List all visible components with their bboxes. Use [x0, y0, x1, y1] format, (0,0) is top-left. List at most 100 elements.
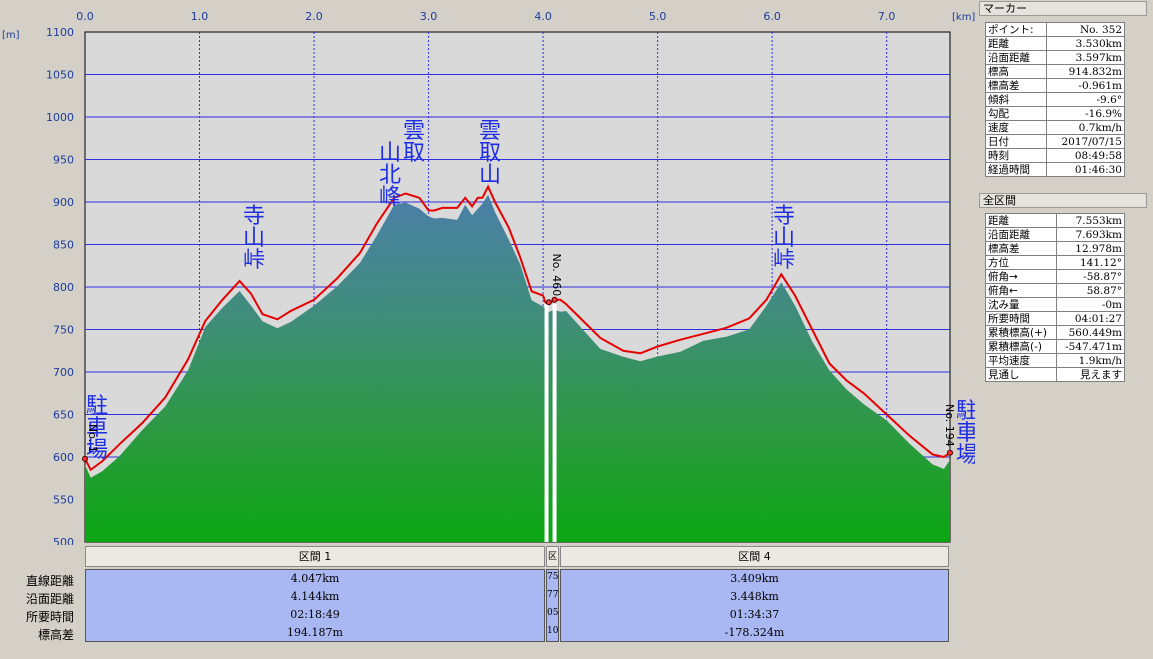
y-tick-label: 800 — [53, 281, 74, 294]
peak-label: 雲取山 — [479, 119, 501, 188]
info-value: 08:49:58 — [1045, 148, 1126, 163]
segment-2-straight-distance: 75 — [547, 572, 559, 582]
info-row: 経過時間 01:46:30 — [985, 162, 1126, 177]
info-value: 2017/07/15 — [1045, 134, 1126, 149]
peak-label-char: 場 — [86, 438, 108, 463]
y-tick-label: 900 — [53, 196, 74, 209]
y-tick-label: 1000 — [46, 111, 74, 124]
segment-4-header[interactable]: 区間 4 — [560, 546, 949, 567]
info-row: 日付 2017/07/15 — [985, 134, 1126, 149]
segment-2-header[interactable]: 区間 — [546, 546, 559, 567]
peak-label-char: 北 — [379, 163, 401, 188]
y-tick-label: 950 — [53, 154, 74, 167]
x-unit-label: [km] — [952, 12, 975, 23]
info-value: 560.449m — [1055, 325, 1126, 340]
y-tick-label: 1050 — [46, 69, 74, 82]
y-tick-label: 600 — [53, 451, 74, 464]
info-value: 7.553km — [1055, 213, 1126, 228]
info-row: 傾斜 -9.6° — [985, 92, 1126, 107]
peak-label-char: 山 — [243, 226, 265, 251]
info-value: -58.87° — [1055, 269, 1126, 284]
segment-4-values[interactable]: 3.409km 3.448km 01:34:37 -178.324m — [560, 569, 949, 642]
x-tick-label: 0.0 — [76, 10, 94, 23]
segment-4-surface-distance: 3.448km — [730, 590, 779, 603]
info-label: 経過時間 — [985, 162, 1047, 177]
segment-1-required-time: 02:18:49 — [290, 608, 340, 621]
info-label: 沿面距離 — [985, 227, 1057, 242]
elevation-profile-chart[interactable]: 0.0 1.0 2.0 3.0 4.0 5.0 6.0 7.0 1100 1050 1000 950… — [0, 0, 975, 545]
info-label: 距離 — [985, 213, 1057, 228]
segment-gap-line — [552, 304, 557, 542]
peak-label-char: 寺 — [243, 204, 265, 229]
info-label: 累積標高(-) — [985, 339, 1057, 354]
segment-2-required-time: 05 — [547, 608, 559, 618]
peak-label: 駐車場 — [956, 399, 975, 468]
peak-label-char: 雲 — [403, 119, 425, 144]
marker-panel-title[interactable]: マーカー — [979, 1, 1147, 16]
info-value: -9.6° — [1045, 92, 1126, 107]
info-row: 時刻 08:49:58 — [985, 148, 1126, 163]
point-marker-dot[interactable] — [82, 455, 88, 462]
info-value: 58.87° — [1055, 283, 1126, 298]
peak-label-char: 山 — [479, 163, 501, 188]
segment-2-elevation-diff: 10 — [547, 626, 559, 636]
segment-2-values[interactable]: 75 77 05 10 — [546, 569, 559, 642]
info-value: -16.9% — [1045, 106, 1126, 121]
info-value: 01:46:30 — [1045, 162, 1126, 177]
info-value: 1.9km/h — [1055, 353, 1126, 368]
info-row: 見通し 見えます — [985, 367, 1126, 382]
y-tick-label: 750 — [53, 324, 74, 337]
info-row: 方位 141.12° — [985, 255, 1126, 270]
y-tick-label: 650 — [53, 409, 74, 422]
segment-1-straight-distance: 4.047km — [290, 572, 340, 585]
info-value: 141.12° — [1055, 255, 1126, 270]
info-row: 沈み量 -0m — [985, 297, 1126, 312]
info-row: 標高差 -0.961m — [985, 78, 1126, 93]
point-marker-label: No. 1 — [86, 424, 99, 453]
info-value: 見えます — [1055, 367, 1126, 382]
info-row: 沿面距離 7.693km — [985, 227, 1126, 242]
peak-label-char: 取 — [403, 141, 425, 166]
info-label: 俯角← — [985, 283, 1057, 298]
segment-2-surface-distance: 77 — [547, 590, 559, 600]
info-label: 時刻 — [985, 148, 1047, 163]
info-row: 俯角→ -58.87° — [985, 269, 1126, 284]
segment-1-header[interactable]: 区間 1 — [85, 546, 545, 567]
info-label: 標高差 — [985, 78, 1047, 93]
point-marker-dot[interactable] — [551, 296, 558, 303]
point-marker-dot[interactable] — [545, 299, 552, 306]
y-unit-label: [m] — [2, 30, 20, 41]
peak-label-char: 峠 — [243, 248, 265, 273]
info-label: 俯角→ — [985, 269, 1057, 284]
point-marker-dot[interactable] — [947, 449, 953, 456]
x-tick-label: 3.0 — [420, 10, 438, 23]
total-panel-title[interactable]: 全区間 — [979, 193, 1147, 208]
row-label-required-time: 所要時間 — [25, 610, 74, 624]
peak-label: 寺山峠 — [243, 204, 265, 273]
info-label: 傾斜 — [985, 92, 1047, 107]
info-value: 04:01:27 — [1055, 311, 1126, 326]
info-row: 沿面距離 3.597km — [985, 50, 1126, 65]
peak-label-char: 峰 — [379, 185, 401, 210]
point-marker-label: No. 194 — [943, 404, 956, 447]
peak-label: 寺山峠 — [773, 204, 795, 273]
segment-4-required-time: 01:34:37 — [729, 608, 780, 621]
segment-1-surface-distance: 4.144km — [290, 590, 340, 603]
peak-label-char: 山 — [773, 226, 795, 251]
point-marker-label: No. 460 — [550, 254, 563, 297]
x-tick-label: 7.0 — [878, 10, 896, 23]
marker-info-table: ポイント: No. 352 距離 3.530km 沿面距離 3.597km 標高 914.83… — [985, 22, 1126, 177]
segment-1-values[interactable]: 4.047km 4.144km 02:18:49 194.187m — [85, 569, 545, 642]
info-row: 累積標高(+) 560.449m — [985, 325, 1126, 340]
info-row: 距離 7.553km — [985, 213, 1126, 228]
info-value: 3.597km — [1045, 50, 1126, 65]
row-label-elevation-diff: 標高差 — [37, 628, 74, 642]
x-tick-label: 1.0 — [191, 10, 209, 23]
info-row: ポイント: No. 352 — [985, 22, 1126, 37]
y-tick-label: 550 — [53, 494, 74, 507]
info-label: 沿面距離 — [985, 50, 1047, 65]
x-tick-label: 6.0 — [763, 10, 781, 23]
info-label: 累積標高(+) — [985, 325, 1057, 340]
info-row: 所要時間 04:01:27 — [985, 311, 1126, 326]
